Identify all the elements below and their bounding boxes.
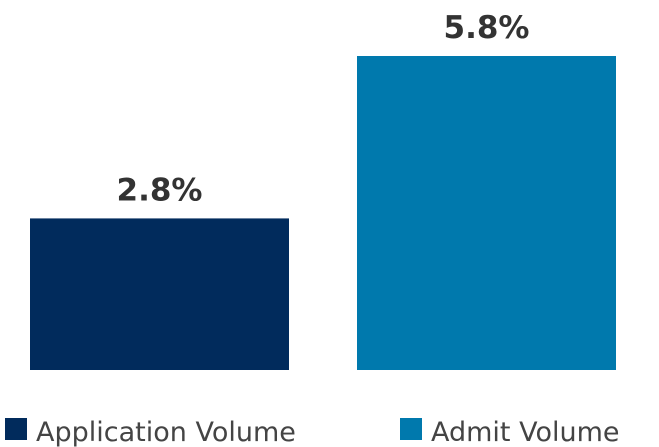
legend-label: Admit Volume [431, 417, 620, 447]
legend-swatch [5, 418, 27, 440]
bar [357, 56, 616, 370]
value-label: 5.8% [444, 10, 530, 46]
legend-swatch [400, 418, 422, 440]
value-label: 2.8% [117, 172, 203, 208]
bar [30, 218, 289, 370]
legend-label: Application Volume [36, 417, 296, 447]
